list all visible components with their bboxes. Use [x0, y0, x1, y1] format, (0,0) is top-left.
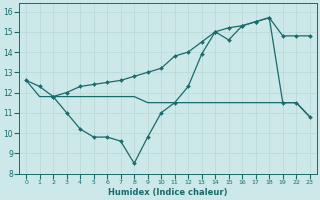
X-axis label: Humidex (Indice chaleur): Humidex (Indice chaleur): [108, 188, 228, 197]
